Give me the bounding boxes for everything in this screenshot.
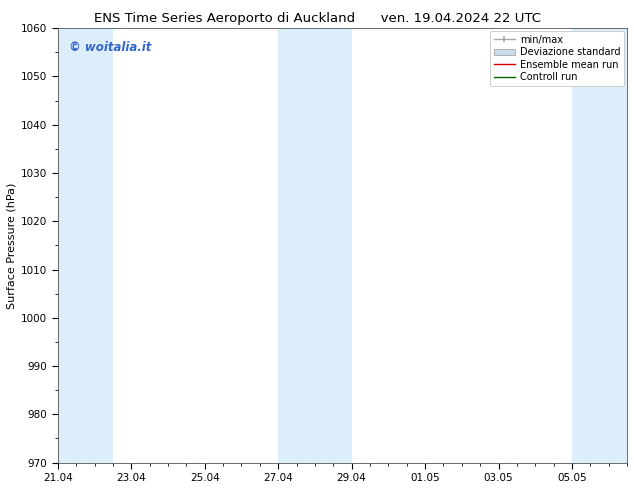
- Y-axis label: Surface Pressure (hPa): Surface Pressure (hPa): [7, 182, 17, 309]
- Bar: [58, 28, 113, 463]
- Legend: min/max, Deviazione standard, Ensemble mean run, Controll run: min/max, Deviazione standard, Ensemble m…: [489, 31, 624, 86]
- Bar: [278, 28, 352, 463]
- Bar: [572, 28, 627, 463]
- Text: ENS Time Series Aeroporto di Auckland      ven. 19.04.2024 22 UTC: ENS Time Series Aeroporto di Auckland ve…: [93, 12, 541, 25]
- Text: © woitalia.it: © woitalia.it: [69, 41, 152, 54]
